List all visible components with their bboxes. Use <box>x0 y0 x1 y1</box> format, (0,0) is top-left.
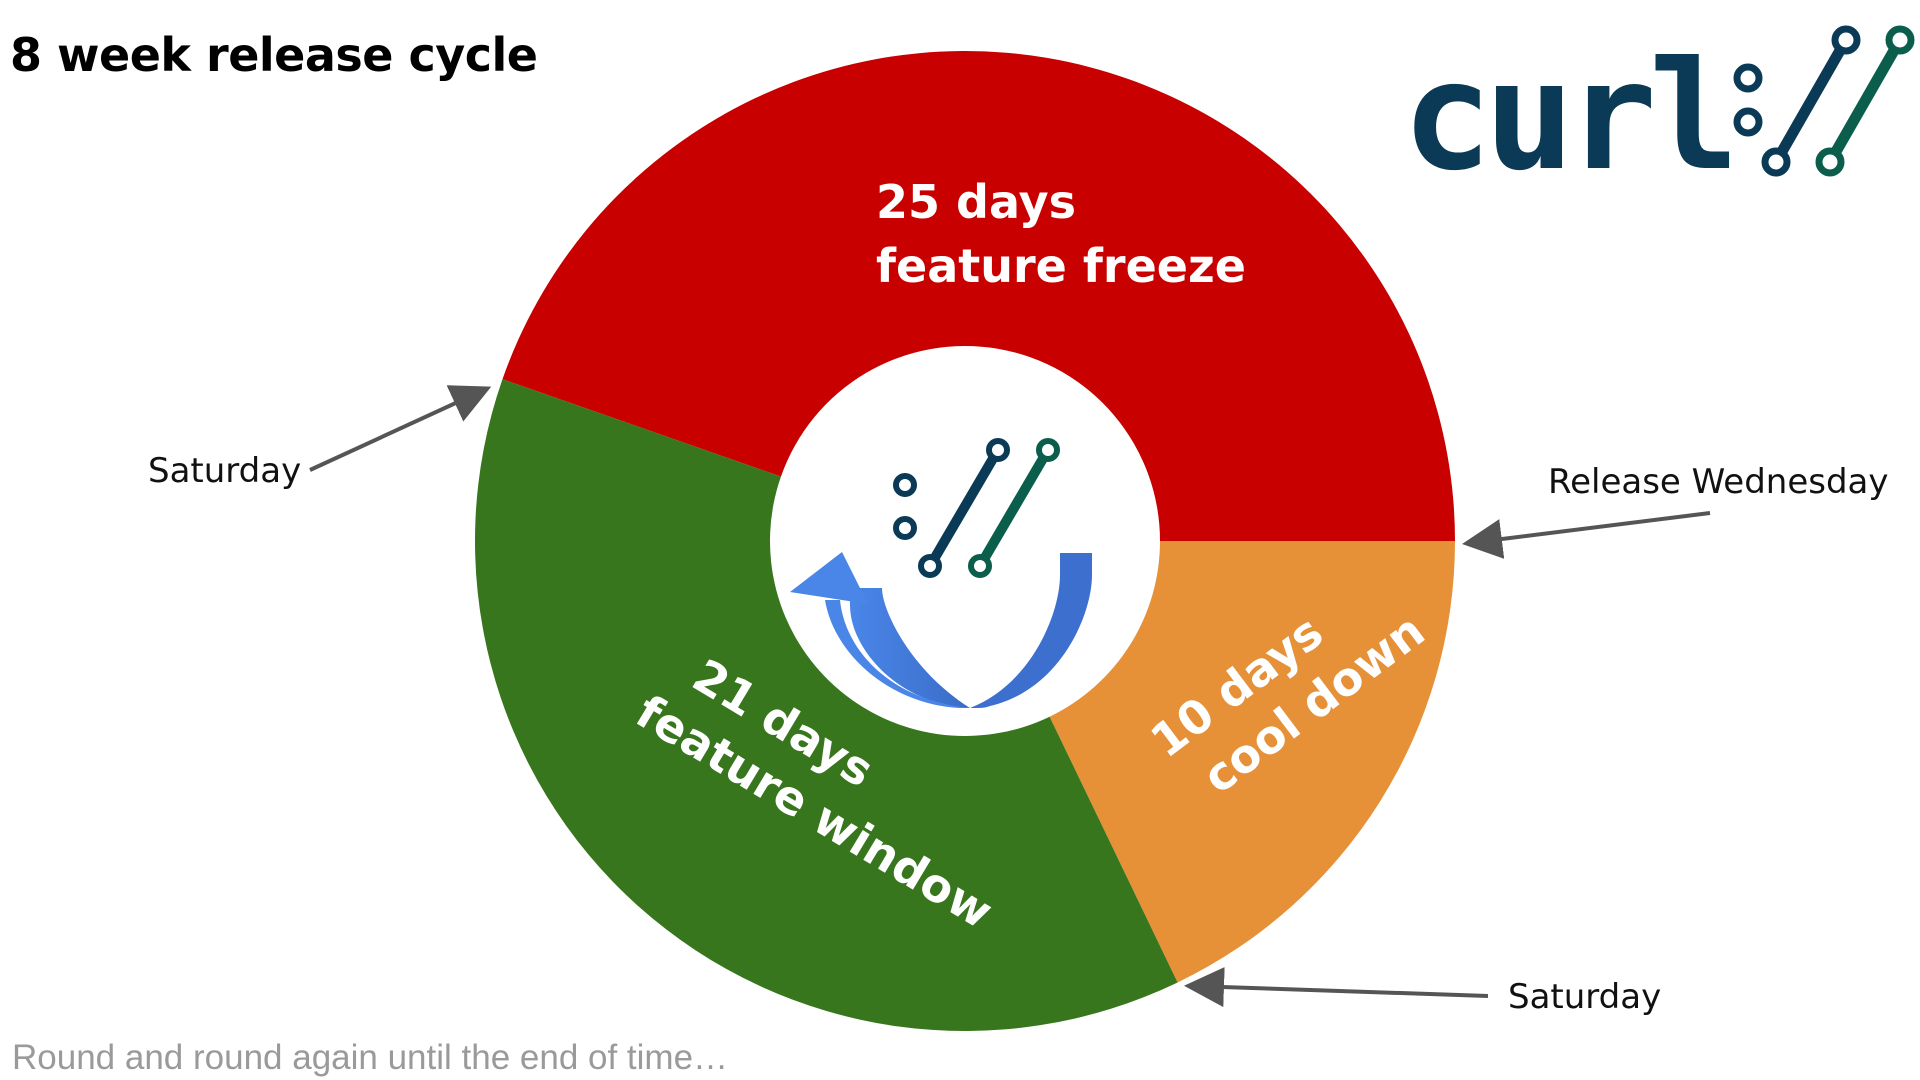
curl-slashes-icon <box>893 438 1060 578</box>
saturday-left-label: Saturday <box>148 451 301 491</box>
cycle-donut <box>474 51 1455 1031</box>
callout-saturday-left: Saturday <box>148 385 492 491</box>
label-feature-freeze: 25 days feature freeze <box>876 175 1246 293</box>
segment-feature-window <box>474 379 1178 1031</box>
callout-release-wednesday: Release Wednesday <box>1462 462 1889 559</box>
curl-logo-slashes-icon <box>1733 25 1915 177</box>
segment-cool-down <box>1049 541 1455 983</box>
release-wednesday-label: Release Wednesday <box>1548 462 1889 502</box>
callout-saturday-bottom: Saturday <box>1184 967 1661 1017</box>
feature-freeze-name: feature freeze <box>876 239 1246 293</box>
footer-caption: Round and round again until the end of t… <box>12 1038 729 1077</box>
curl-logo-text: curl <box>1402 30 1731 204</box>
cycle-arrow-icon <box>790 552 1092 709</box>
feature-freeze-days: 25 days <box>876 175 1076 229</box>
page-title: 8 week release cycle <box>10 28 538 82</box>
curl-logo: curl <box>1402 25 1915 204</box>
saturday-bottom-label: Saturday <box>1508 977 1661 1017</box>
segment-feature-freeze <box>502 51 1455 542</box>
